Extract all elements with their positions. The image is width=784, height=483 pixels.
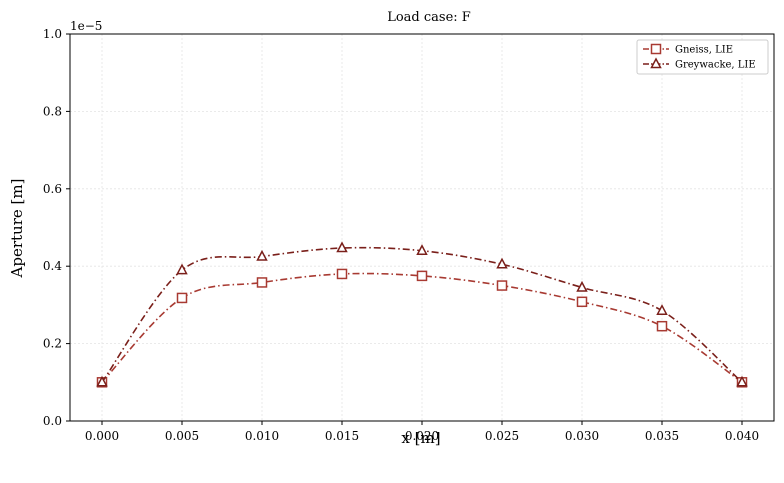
y-tick-label: 0.0 [43, 414, 62, 428]
legend-marker [650, 57, 662, 69]
data-point [336, 241, 348, 253]
data-point [416, 270, 428, 282]
data-point [336, 268, 348, 280]
series-layer [96, 241, 748, 388]
y-axis: 0.0 0.2 0.4 0.6 0.8 1.0 [43, 27, 70, 428]
y-tick-label: 0.8 [43, 104, 62, 118]
data-point [576, 280, 588, 292]
data-point [176, 292, 188, 304]
x-axis: 0.000 0.005 0.010 0.015 0.020 0.025 0.030 0.035… [85, 421, 759, 443]
x-tick-label: 0.010 [245, 429, 279, 443]
series-line [101, 272, 743, 383]
data-point [96, 375, 108, 387]
x-tick-label: 0.025 [485, 429, 519, 443]
x-tick-label: 0.040 [725, 429, 759, 443]
x-tick-label: 0.005 [165, 429, 199, 443]
data-point [256, 277, 268, 288]
chart-title: Load case: F [387, 10, 471, 25]
x-tick-label: 0.030 [565, 429, 599, 443]
legend: Gneiss, LIE Greywacke, LIE [636, 39, 769, 75]
y-tick-label: 0.4 [43, 259, 62, 273]
data-point [496, 280, 508, 291]
y-axis-label: Aperture [m] [8, 179, 26, 279]
legend-label: Greywacke, LIE [675, 60, 756, 71]
y-offset-label: 1e−5 [70, 19, 102, 33]
legend-marker [650, 43, 662, 55]
data-point [416, 244, 428, 255]
data-point [256, 249, 268, 261]
x-axis-label: x [m] [401, 429, 440, 447]
x-tick-label: 0.035 [645, 429, 679, 443]
series-2 [96, 241, 748, 387]
legend-item: Greywacke, LIE [643, 57, 756, 71]
legend-label: Gneiss, LIE [675, 45, 733, 56]
grid-lines [70, 33, 774, 422]
data-point [656, 304, 668, 315]
data-point [496, 257, 508, 269]
data-point [656, 320, 668, 332]
x-tick-label: 0.015 [325, 429, 359, 443]
data-point [576, 296, 588, 308]
legend-item: Gneiss, LIE [643, 43, 733, 56]
y-tick-label: 0.2 [43, 337, 62, 351]
x-tick-label: 0.020 [405, 429, 439, 443]
data-point [176, 263, 188, 275]
y-tick-label: 0.6 [43, 182, 62, 196]
y-tick-label: 1.0 [43, 27, 62, 41]
data-point [736, 375, 748, 387]
x-tick-label: 0.000 [85, 429, 119, 443]
legend-box [636, 39, 769, 75]
